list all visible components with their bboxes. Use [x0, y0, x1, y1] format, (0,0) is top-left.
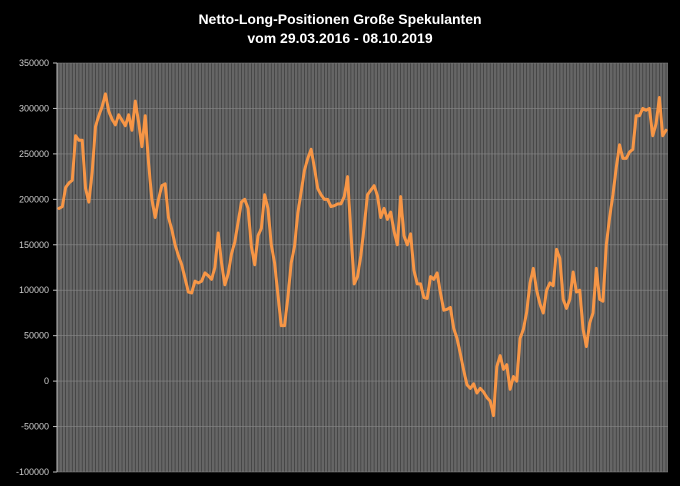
y-tick-label: -50000 [21, 422, 49, 432]
y-tick-label: 250000 [19, 149, 49, 159]
y-tick-label: 50000 [24, 331, 49, 341]
y-tick-label: 350000 [19, 58, 49, 68]
chart-title-line: Netto-Long-Positionen Große Spekulanten [198, 11, 482, 27]
y-axis: 350000 300000 250000 200000 150000 100000 5000… [16, 58, 58, 477]
vertical-gridlines [58, 63, 667, 472]
y-tick-label: 150000 [19, 240, 49, 250]
series-group [57, 92, 668, 418]
y-tick-label: 0 [44, 376, 49, 386]
y-tick-label: 100000 [19, 285, 49, 295]
y-tick-label: 200000 [19, 194, 49, 204]
y-tick-label: -100000 [16, 467, 49, 477]
horizontal-gridlines [57, 62, 668, 473]
series-line [57, 92, 668, 418]
chart-subtitle-line: vom 29.03.2016 - 08.10.2019 [247, 30, 433, 46]
y-tick-label: 300000 [19, 103, 49, 113]
chart-title: Netto-Long-Positionen Große Spekulanten … [0, 10, 680, 48]
